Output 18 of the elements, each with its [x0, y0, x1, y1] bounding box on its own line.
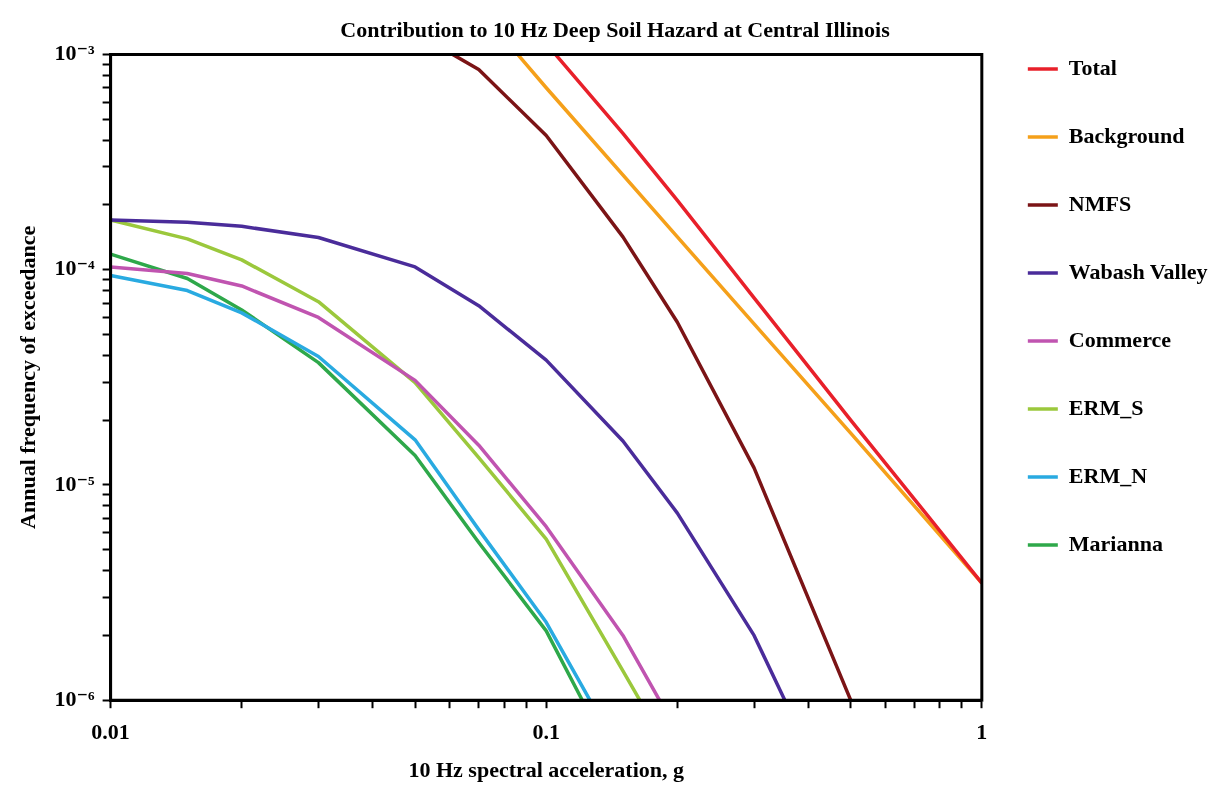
legend-label: NMFS: [1068, 190, 1132, 216]
y-tick-label: 10⁻⁵: [54, 470, 95, 496]
y-tick-label: 10⁻⁴: [54, 255, 95, 281]
legend-label: Total: [1068, 54, 1117, 80]
legend-label: ERM_S: [1068, 394, 1144, 420]
legend-label: Marianna: [1068, 530, 1163, 556]
y-tick-label: 10⁻³: [54, 40, 95, 66]
y-tick-label: 10⁻⁶: [54, 685, 95, 711]
chart-title: Contribution to 10 Hz Deep Soil Hazard at Central Illinois: [340, 16, 891, 42]
legend-label: ERM_N: [1068, 462, 1148, 488]
legend-label: Commerce: [1068, 326, 1172, 352]
x-tick-label: 0.1: [532, 719, 560, 745]
y-axis-title: Annual frequency of exceedance: [14, 225, 40, 529]
x-tick-label: 1: [976, 719, 988, 745]
legend-label: Background: [1068, 122, 1185, 148]
x-tick-label: 0.01: [91, 719, 130, 745]
x-axis-title: 10 Hz spectral acceleration, g: [408, 757, 684, 783]
legend-label: Wabash Valley: [1068, 258, 1208, 284]
